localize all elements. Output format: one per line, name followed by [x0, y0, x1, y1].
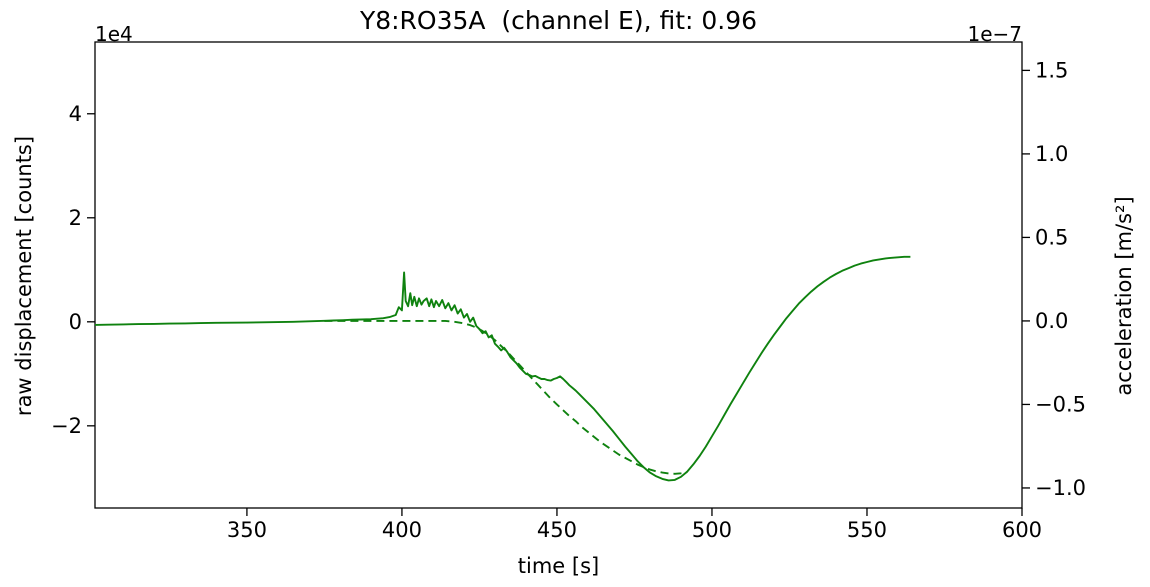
- axes-spines: [94, 41, 1023, 509]
- right-y-axis-label: acceleration [m/s²]: [1112, 196, 1136, 396]
- right-y-tick-label: −1.0: [1035, 476, 1086, 500]
- right-y-tick-label: 0.5: [1035, 225, 1068, 249]
- right-y-tick-label: 1.0: [1035, 142, 1068, 166]
- left-y-tick-label: −2: [51, 414, 82, 438]
- right-axis-offset-text: 1e−7: [967, 22, 1022, 46]
- left-axis-offset-text: 1e4: [95, 22, 133, 46]
- x-tick-label: 600: [1002, 518, 1042, 542]
- left-y-axis-label: raw displacement [counts]: [12, 135, 36, 417]
- series-solid-line: [94, 255, 911, 482]
- left-y-tick-label: 4: [69, 102, 82, 126]
- left-y-tick-label: 0: [69, 310, 82, 334]
- x-tick-label: 500: [692, 518, 732, 542]
- x-tick-label: 350: [227, 518, 267, 542]
- x-axis-label: time [s]: [517, 554, 600, 578]
- x-tick-label: 550: [847, 518, 887, 542]
- series-dashed-line: [324, 319, 688, 475]
- chart-title: Y8:RO35A (channel E), fit: 0.96: [359, 6, 758, 35]
- x-tick-label: 450: [537, 518, 577, 542]
- right-y-tick-label: 0.0: [1035, 309, 1068, 333]
- x-tick-label: 400: [382, 518, 422, 542]
- right-y-tick-label: 1.5: [1035, 58, 1068, 82]
- left-y-tick-label: 2: [69, 206, 82, 230]
- right-y-tick-label: −0.5: [1035, 392, 1086, 416]
